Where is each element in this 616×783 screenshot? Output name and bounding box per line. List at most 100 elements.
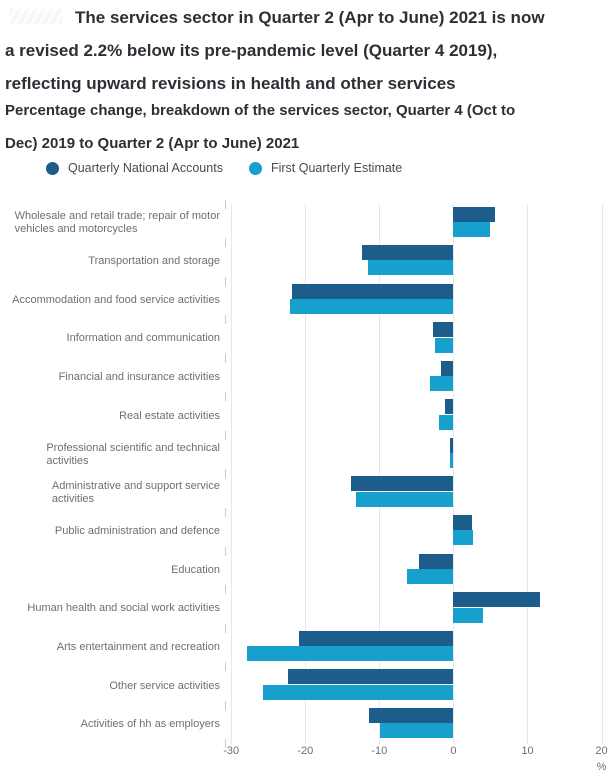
category-axis-tick [225, 276, 226, 286]
fqe-bar[interactable] [380, 723, 454, 739]
legend-item-first-quarterly-estimate: First Quarterly Estimate [248, 161, 403, 175]
gridline [305, 204, 307, 744]
category-label-text: Public administration and defence [54, 525, 220, 538]
category-axis-tick [225, 585, 226, 595]
gridline [453, 204, 455, 744]
x-axis-tick-label: 20 [595, 745, 608, 757]
category-label-text: Information and communication [66, 332, 220, 345]
category-axis-tick [225, 662, 226, 672]
category-axis-tick [225, 700, 226, 710]
chart-title-line: a revised 2.2% below its pre-pandemic le… [5, 41, 498, 60]
fqe-bar[interactable] [289, 298, 454, 314]
category-label: Information and communication [0, 320, 220, 359]
category-axis-tick [225, 315, 226, 325]
chart-subtitle-line: Dec) 2019 to Quarter 2 (Apr to June) 202… [5, 135, 300, 152]
chart-subtitle: Percentage change, breakdown of the serv… [5, 94, 611, 160]
x-axis-tick-label: -10 [371, 745, 388, 757]
x-axis-tick-label: 0 [450, 745, 457, 757]
qna-bar[interactable] [433, 322, 454, 338]
category-label: Transportation and storage [0, 243, 220, 282]
fqe-bar[interactable] [453, 221, 490, 237]
qna-bar[interactable] [453, 206, 495, 222]
chart-title: The services sector in Quarter 2 (Apr to… [5, 1, 611, 100]
fqe-bar[interactable] [355, 491, 454, 507]
chart-title-line: The services sector in Quarter 2 (Apr to… [75, 8, 545, 27]
category-label: Wholesale and retail trade; repair of mo… [0, 204, 220, 243]
x-axis-tick-label: -30 [223, 745, 240, 757]
x-axis-unit-label: % [596, 761, 607, 773]
fqe-bar[interactable] [406, 568, 454, 584]
category-label-text: Professional scientific and technical act… [46, 441, 220, 467]
category-axis-tick [225, 508, 226, 518]
fqe-bar[interactable] [368, 260, 454, 276]
category-label: Activities of hh as employers [0, 705, 220, 744]
category-label-text: Financial and insurance activities [58, 371, 220, 384]
legend-item-quarterly-national-accounts: Quarterly National Accounts [46, 161, 223, 175]
qna-bar[interactable] [440, 360, 454, 376]
category-label: Financial and insurance activities [0, 358, 220, 397]
category-axis-tick [225, 623, 226, 633]
category-label-text: Activities of hh as employers [80, 718, 220, 731]
category-label-text: Other service activities [109, 679, 220, 692]
chart-legend: Quarterly National Accounts First Quarte… [46, 161, 402, 175]
category-label: Public administration and defence [0, 513, 220, 552]
category-axis-tick [225, 353, 226, 363]
qna-bar[interactable] [453, 515, 472, 531]
category-label-text: Education [171, 563, 220, 576]
category-axis-tick [225, 546, 226, 556]
fqe-bar[interactable] [430, 376, 454, 392]
category-label: Real estate activities [0, 397, 220, 436]
category-label: Education [0, 551, 220, 590]
category-axis-tick [225, 238, 226, 248]
category-label-text: Wholesale and retail trade; repair of mo… [14, 210, 220, 236]
category-label-text: Arts entertainment and recreation [56, 641, 220, 654]
legend-label: Quarterly National Accounts [68, 161, 223, 175]
qna-bar[interactable] [368, 707, 454, 723]
qna-bar[interactable] [444, 399, 454, 415]
chart-title-line: reflecting upward revisions in health an… [5, 74, 456, 93]
legend-dot-icon [248, 161, 262, 175]
legend-label: First Quarterly Estimate [270, 161, 403, 175]
category-label-text: Real estate activities [119, 409, 220, 422]
chart-subtitle-line: Percentage change, breakdown of the serv… [5, 102, 516, 119]
qna-bar[interactable] [299, 630, 454, 646]
qna-bar[interactable] [453, 592, 541, 608]
legend-dot-icon [46, 161, 59, 175]
gridline [527, 204, 529, 744]
fqe-bar[interactable] [453, 530, 473, 546]
category-axis-tick [225, 430, 226, 440]
fqe-bar[interactable] [449, 453, 454, 469]
category-label: Human health and social work activities [0, 590, 220, 629]
category-axis-tick [225, 199, 226, 209]
qna-bar[interactable] [419, 553, 454, 569]
qna-bar[interactable] [361, 245, 454, 261]
category-axis-tick [225, 392, 226, 402]
fqe-bar[interactable] [263, 684, 454, 700]
category-axis-tick [225, 739, 226, 749]
faded-logo-mark [10, 9, 62, 24]
category-label: Accommodation and food service activitie… [0, 281, 220, 320]
category-label: Professional scientific and technical act… [0, 435, 220, 474]
category-label: Other service activities [0, 667, 220, 706]
fqe-bar[interactable] [434, 337, 454, 353]
fqe-bar[interactable] [453, 607, 484, 623]
qna-bar[interactable] [449, 437, 454, 453]
category-label-text: Administrative and support service activi… [51, 480, 220, 506]
category-label-text: Transportation and storage [88, 255, 220, 268]
fqe-bar[interactable] [439, 414, 454, 430]
gridline [601, 204, 603, 744]
fqe-bar[interactable] [247, 646, 454, 662]
category-label: Arts entertainment and recreation [0, 628, 220, 667]
gridline [379, 204, 381, 744]
gridline [231, 204, 233, 744]
category-label-text: Accommodation and food service activitie… [12, 293, 220, 306]
x-axis-tick-label: 10 [521, 745, 534, 757]
qna-bar[interactable] [291, 283, 454, 299]
x-axis-tick-label: -20 [297, 745, 314, 757]
category-axis-tick [225, 469, 226, 479]
category-label-text: Human health and social work activities [27, 602, 220, 615]
category-label: Administrative and support service activi… [0, 474, 220, 513]
qna-bar[interactable] [351, 476, 454, 492]
qna-bar[interactable] [288, 669, 454, 685]
